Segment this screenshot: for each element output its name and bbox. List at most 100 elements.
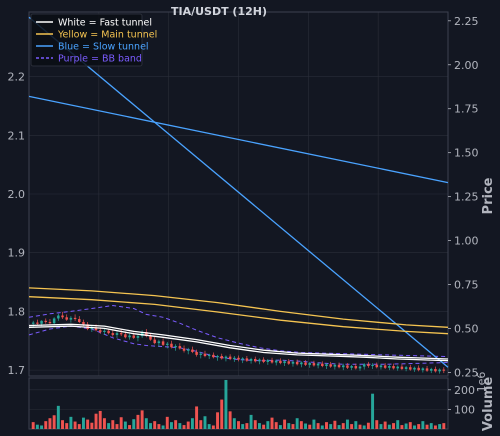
volume-bar-51 [245, 423, 249, 429]
candle-body-3 [44, 320, 48, 322]
volume-bar-94 [425, 424, 429, 429]
candle-body-48 [233, 357, 236, 359]
volume-bar-65 [304, 423, 308, 429]
main-plot-frame [28, 11, 449, 377]
volume-bar-77 [354, 421, 358, 429]
volume-bar-5 [52, 415, 56, 429]
volume-bar-90 [408, 422, 412, 429]
volume-bar-19 [111, 420, 115, 429]
volume-bar-39 [195, 406, 199, 429]
volume-bar-84 [383, 421, 387, 429]
candle-body-43 [212, 354, 215, 358]
left-tick-label-2: 1.9 [8, 247, 26, 260]
volume-bar-95 [429, 423, 433, 429]
volume-bar-68 [316, 423, 320, 429]
candle-body-47 [228, 356, 232, 359]
volume-bar-70 [325, 422, 328, 429]
candle-body-74 [341, 365, 345, 368]
volume-bar-21 [119, 417, 123, 429]
volume-bar-3 [44, 421, 48, 429]
right-tick-label-7: 2.00 [454, 59, 479, 72]
candles-group [31, 312, 446, 374]
candle-body-4 [48, 321, 52, 324]
candle-body-95 [429, 368, 433, 371]
candle-body-34 [174, 346, 177, 348]
volume-bar-69 [320, 425, 324, 429]
volume-bar-56 [266, 421, 270, 429]
candle-body-80 [367, 364, 370, 367]
volume-bar-88 [400, 425, 404, 429]
volume-bar-52 [249, 414, 253, 429]
candle-body-63 [295, 361, 299, 365]
volume-bar-71 [329, 424, 333, 429]
series-line-3 [28, 296, 449, 335]
volume-bar-89 [404, 423, 408, 429]
volume-bar-40 [199, 420, 203, 429]
volume-axis-exponent: 1e6 [475, 372, 488, 393]
volume-bar-38 [190, 418, 194, 429]
left-tick-label-3: 2.0 [8, 188, 26, 201]
candle-body-90 [409, 367, 412, 370]
candle-body-31 [161, 341, 165, 345]
candle-body-45 [220, 356, 223, 359]
volume-bar-62 [291, 424, 295, 429]
volume-grid [29, 389, 448, 410]
candle-body-11 [78, 319, 81, 322]
candle-body-14 [90, 327, 94, 330]
volume-bar-37 [186, 421, 190, 429]
candle-body-83 [379, 365, 383, 368]
candle-body-17 [103, 330, 106, 332]
candle-body-65 [304, 362, 307, 365]
candle-body-82 [375, 364, 379, 368]
volume-bar-8 [65, 423, 69, 429]
candle-body-26 [140, 331, 144, 337]
series-line-5 [28, 325, 449, 362]
candle-body-21 [119, 333, 123, 335]
volume-bar-86 [392, 423, 395, 429]
volume-tick-label-0: 100 [454, 403, 475, 416]
candle-body-25 [136, 336, 140, 338]
candle-body-16 [98, 330, 102, 332]
volume-bar-46 [224, 379, 228, 429]
candle-body-96 [434, 368, 437, 372]
candle-body-9 [69, 317, 73, 320]
candle-body-7 [61, 315, 64, 318]
volume-bar-50 [241, 424, 245, 429]
candle-body-81 [371, 364, 374, 367]
candle-body-64 [300, 362, 303, 365]
candle-body-8 [65, 317, 68, 320]
volume-bar-30 [157, 424, 161, 429]
volume-bar-10 [73, 421, 77, 429]
right-axis-ticks: 0.25 0.50 0.75 1.00 1.25 1.50 1.75 2.00 2.25 [448, 15, 479, 379]
volume-bar-6 [56, 405, 60, 429]
volume-bar-33 [169, 422, 173, 429]
candle-body-92 [417, 367, 420, 371]
candle-body-52 [249, 358, 253, 361]
volume-bar-32 [165, 416, 169, 429]
legend-box [30, 13, 143, 67]
legend-label-3: Purple = BB band [58, 54, 142, 65]
candle-body-58 [274, 360, 278, 363]
volume-bar-53 [253, 420, 257, 429]
candle-body-60 [283, 361, 286, 364]
volume-bar-87 [396, 420, 400, 429]
volume-bar-27 [144, 418, 148, 429]
series-line-0 [28, 95, 449, 184]
volume-bar-74 [341, 423, 345, 429]
volume-bar-92 [417, 424, 421, 429]
candle-body-40 [199, 353, 203, 355]
volume-bar-54 [257, 423, 261, 429]
series-group [28, 16, 449, 368]
right-tick-label-0: 0.25 [454, 366, 479, 379]
candle-body-1 [36, 322, 39, 324]
left-tick-label-0: 1.7 [8, 364, 26, 377]
volume-bar-13 [86, 419, 90, 429]
right-tick-label-6: 1.75 [454, 103, 479, 116]
candle-body-71 [329, 364, 332, 367]
series-line-4 [28, 323, 449, 360]
candle-body-42 [207, 354, 211, 357]
right-tick-label-3: 1.00 [454, 235, 479, 248]
legend-label-2: Blue = Slow tunnel [58, 42, 149, 53]
volume-bar-17 [102, 418, 106, 429]
